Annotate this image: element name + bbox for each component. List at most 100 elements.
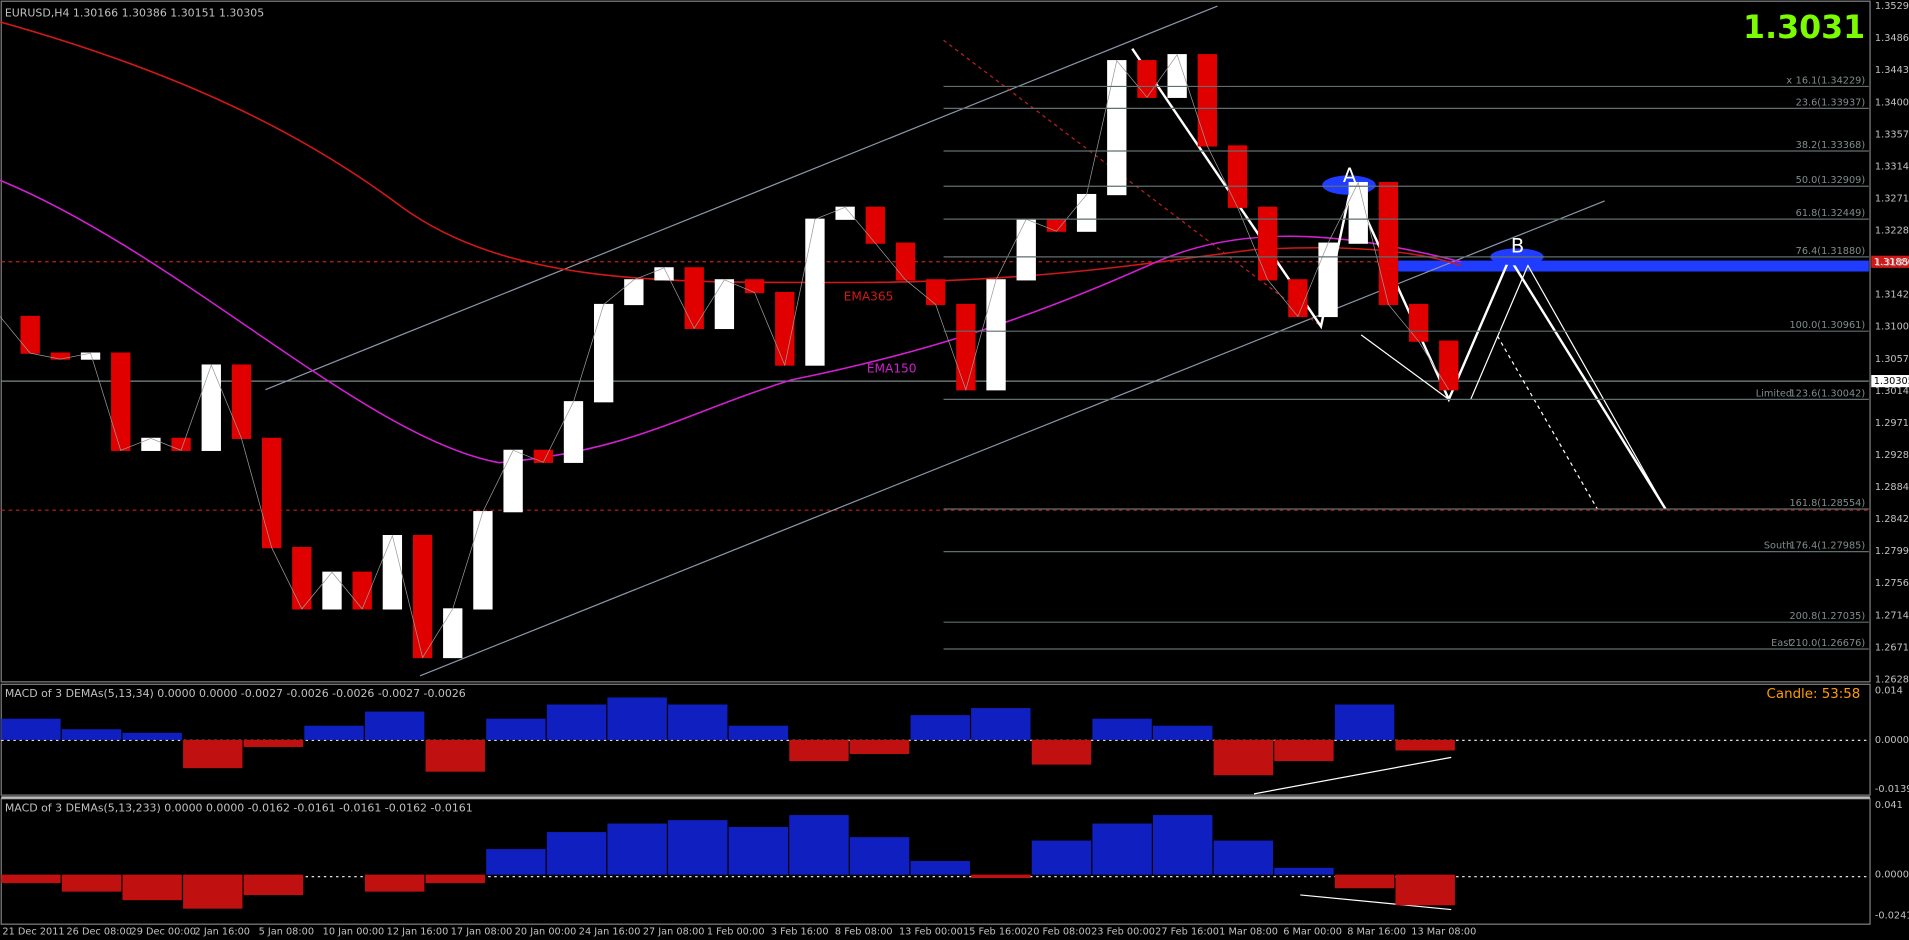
candle	[714, 279, 735, 330]
fib-label: 123.6(1.30042)	[1789, 388, 1865, 399]
time-axis-label: 15 Feb 16:00	[963, 926, 1027, 937]
candle	[1227, 145, 1248, 208]
trend-line	[1360, 334, 1450, 400]
time-axis-label: 5 Jan 08:00	[259, 926, 314, 937]
candle	[986, 279, 1006, 391]
time-axis-label: 21 Dec 2011	[2, 926, 64, 937]
macd-bar	[486, 849, 546, 875]
macd-fast-title: MACD of 3 DEMAs(5,13,34) 0.0000 0.0000 -…	[5, 687, 466, 700]
price-axis-label: 1.29717	[1875, 418, 1909, 429]
macd-bar	[1395, 739, 1455, 751]
price-axis-label: 1.34437	[1875, 65, 1909, 76]
candle-timer: Candle: 53:58	[1767, 687, 1861, 702]
price-axis-label: 1.27567	[1875, 578, 1909, 589]
fib-label: 16.1(1.34229)	[1796, 75, 1866, 86]
macd-bar	[425, 739, 485, 772]
price-axis-label: 1.30147	[1875, 386, 1909, 397]
candle	[352, 571, 372, 610]
price-axis-label: 1.31857	[1875, 258, 1909, 269]
macd-bar	[728, 826, 789, 875]
time-axis-label: 10 Jan 00:00	[323, 926, 385, 937]
fib-tag: Limited	[1756, 388, 1792, 399]
candle	[1137, 60, 1157, 98]
candle	[322, 571, 342, 610]
time-axis-label: 8 Mar 16:00	[1347, 926, 1406, 937]
level-tag-bg	[1871, 255, 1909, 268]
fib-tag: x	[1786, 75, 1792, 86]
candle	[684, 267, 704, 330]
time-axis-label: 13 Feb 00:00	[899, 926, 963, 937]
candle	[292, 546, 312, 610]
candle	[1378, 181, 1399, 306]
price-axis-label: 1.28427	[1875, 514, 1909, 525]
ema150-label: EMA150	[867, 361, 917, 375]
candle	[533, 449, 553, 463]
macd-bar	[607, 697, 667, 740]
macd-axis-label: -0.0139	[1875, 784, 1909, 795]
macd-bar	[789, 739, 849, 762]
candle	[895, 242, 916, 281]
time-axis-label: 20 Jan 00:00	[515, 926, 577, 937]
macd-bar	[243, 739, 304, 747]
ema365-line	[0, 21, 1462, 284]
time-axis-label: 26 Dec 08:00	[66, 926, 131, 937]
macd-bar	[364, 874, 425, 892]
macd-bar	[364, 711, 425, 740]
price-axis-label: 1.33147	[1875, 161, 1909, 172]
candle	[1288, 279, 1308, 318]
macd-bar	[183, 874, 243, 909]
fib-label: 210.0(1.26676)	[1789, 638, 1865, 649]
time-axis-label: 24 Jan 16:00	[579, 926, 641, 937]
macd-bar	[1395, 874, 1455, 906]
macd-axis-label: 0.041	[1875, 800, 1903, 811]
price-axis-label: 1.27997	[1875, 546, 1909, 557]
candle	[1318, 242, 1338, 318]
time-axis-label: 29 Dec 00:00	[131, 926, 196, 937]
fib-label: 176.4(1.27985)	[1789, 540, 1865, 551]
fib-label: 23.6(1.33937)	[1796, 97, 1866, 108]
price-axis-label: 1.35290	[1875, 1, 1909, 12]
macd-bar	[849, 837, 910, 875]
big-price: 1.3031	[1743, 10, 1865, 46]
macd-bar	[61, 729, 122, 740]
fib-label: 38.2(1.33368)	[1796, 140, 1866, 151]
fib-label: 161.8(1.28554)	[1789, 498, 1865, 509]
candle	[835, 206, 855, 220]
current-price-tag: 1.30305	[1874, 376, 1909, 387]
resistance-zone	[1387, 260, 1869, 272]
candle	[503, 449, 523, 513]
macd-bar	[1092, 823, 1152, 875]
fib-label: 200.8(1.27035)	[1789, 611, 1865, 622]
price-axis-label: 1.30577	[1875, 354, 1909, 365]
candle	[1016, 218, 1036, 281]
candle	[926, 279, 946, 306]
macd-bar	[910, 715, 970, 740]
divergence-line	[1300, 894, 1452, 911]
price-axis-label: 1.31427	[1875, 290, 1909, 301]
candle	[956, 303, 976, 391]
candle	[1348, 181, 1368, 244]
point-a-label: A	[1343, 164, 1357, 187]
macd-bar	[1334, 704, 1395, 740]
macd-bar	[1213, 840, 1274, 875]
macd-bar	[1, 718, 61, 740]
candle	[261, 437, 282, 549]
macd-bar	[122, 874, 182, 901]
time-axis-label: 3 Feb 16:00	[771, 926, 829, 937]
fib-tag: South	[1764, 540, 1792, 551]
candle	[382, 534, 403, 610]
candle	[624, 279, 644, 306]
macd-bar	[304, 725, 364, 740]
macd-bar	[607, 823, 667, 875]
macd-bar	[971, 874, 1031, 879]
macd-axis-label: 0.0000	[1875, 870, 1909, 881]
candle	[171, 437, 191, 451]
candle	[563, 401, 584, 463]
candle	[1408, 303, 1429, 342]
channel-line	[265, 5, 1218, 391]
time-axis-label: 2 Jan 16:00	[195, 926, 250, 937]
candle	[473, 511, 493, 610]
macd-bar	[243, 874, 304, 896]
candle	[20, 315, 40, 354]
candle	[865, 206, 885, 244]
